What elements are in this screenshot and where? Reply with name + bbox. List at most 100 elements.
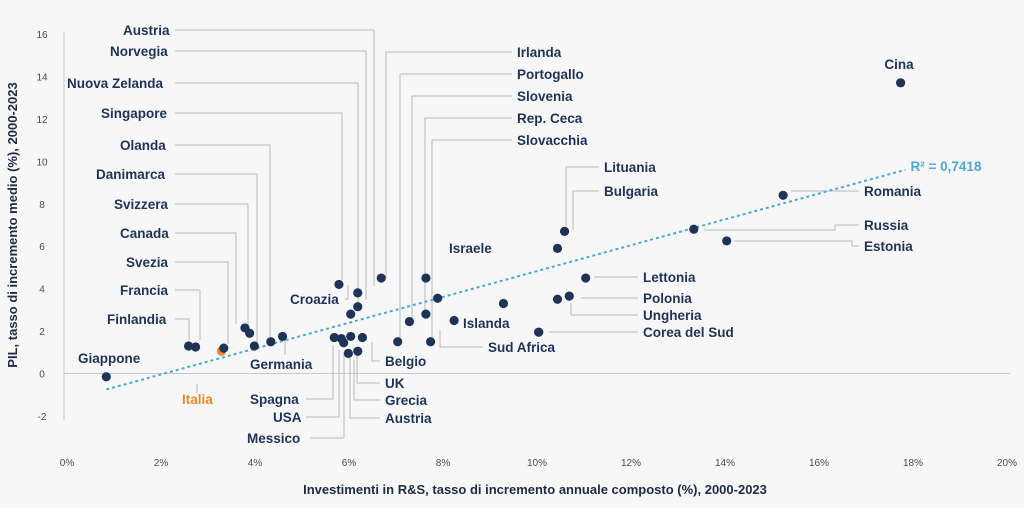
data-point [191, 342, 201, 352]
y-tick-label: 16 [36, 30, 48, 41]
data-point [346, 331, 356, 342]
trendline-layer: R² = 0,7418 [106, 159, 982, 391]
x-tick-label: 10% [527, 458, 547, 469]
leader-line [439, 330, 483, 348]
x-tick-label: 14% [715, 458, 735, 469]
point-label: Russia [864, 218, 909, 233]
data-point [421, 309, 431, 319]
data-point [334, 279, 344, 290]
leader-line [175, 82, 359, 305]
data-point [101, 372, 111, 382]
y-tick-label: 14 [36, 72, 48, 83]
leader-line [734, 240, 859, 247]
point-label: Sud Africa [488, 340, 556, 355]
leader-line [371, 342, 380, 362]
leader-line [175, 289, 201, 340]
point-label: Canada [120, 226, 169, 241]
data-point [722, 236, 732, 246]
y-tick-label: 10 [36, 157, 48, 168]
leader-line [424, 117, 512, 316]
data-point [357, 332, 368, 343]
data-point [393, 337, 403, 347]
y-tick-label: -2 [38, 412, 47, 423]
point-label: Singapore [101, 106, 168, 121]
point-label: USA [273, 410, 302, 425]
data-point [266, 337, 276, 347]
data-point [581, 273, 591, 283]
leader-line [411, 95, 512, 322]
point-label: Italia [182, 392, 213, 407]
leader-line [310, 352, 345, 439]
point-label: Estonia [864, 239, 913, 254]
leader-line [345, 285, 349, 300]
point-label: Spagna [250, 392, 299, 407]
data-point [339, 338, 349, 348]
point-label: Lettonia [643, 270, 696, 285]
point-label: Corea del Sud [643, 325, 734, 340]
data-point [449, 315, 459, 326]
leader-line [175, 261, 229, 344]
x-tick-label: 6% [342, 458, 357, 469]
point-label: Svizzera [114, 197, 169, 212]
x-tick-label: 4% [248, 458, 263, 469]
point-label: Messico [247, 431, 300, 446]
data-point [498, 298, 509, 309]
point-labels: Giappone Italia Finlandia Francia Svezia Cana… [67, 23, 922, 446]
point-label: Grecia [385, 393, 428, 408]
y-tick-label: 12 [36, 115, 48, 126]
point-label: Ungheria [643, 308, 702, 323]
point-label: Germania [250, 357, 313, 372]
data-point [343, 348, 353, 358]
x-tick-label: 18% [903, 458, 923, 469]
x-axis-title: Investimenti in R&S, tasso di incremento… [303, 482, 767, 497]
leader-line [385, 51, 512, 278]
point-label: Finlandia [107, 312, 167, 327]
data-point [534, 327, 544, 337]
data-point [689, 224, 699, 234]
x-tick-label: 8% [436, 458, 451, 469]
data-point [559, 226, 570, 236]
data-point [404, 316, 415, 327]
label-leader-lines [175, 29, 859, 439]
x-tick-label: 2% [154, 458, 169, 469]
point-label: Portogallo [517, 67, 584, 82]
point-label: Irlanda [517, 45, 562, 60]
data-point [183, 341, 194, 351]
point-label: Giappone [78, 351, 141, 366]
leader-line [565, 166, 599, 226]
data-point [353, 302, 363, 312]
point-label: Danimarca [96, 167, 166, 182]
leader-line [175, 173, 258, 342]
point-label: Lituania [604, 160, 656, 175]
leader-line [353, 360, 380, 401]
point-label: Svezia [126, 255, 169, 270]
leader-line [399, 73, 512, 343]
leader-line [306, 350, 340, 418]
data-point [245, 328, 255, 338]
data-point [896, 78, 906, 88]
point-label: Romania [864, 184, 922, 199]
leader-line [175, 318, 190, 340]
leader-line [431, 139, 512, 342]
leader-line [306, 345, 334, 400]
data-point [249, 341, 259, 351]
data-point [552, 294, 563, 304]
point-label: Bulgaria [604, 184, 659, 199]
leader-line [349, 358, 380, 419]
data-point [421, 273, 431, 283]
y-tick-label: 6 [39, 242, 45, 253]
leader-line [570, 303, 638, 316]
leader-line [175, 29, 375, 286]
point-label: UK [385, 376, 405, 391]
leader-line [704, 224, 859, 231]
y-tick-label: 4 [39, 285, 45, 296]
y-tick-label: 2 [39, 327, 45, 338]
data-point [376, 273, 386, 283]
point-label: Olanda [120, 138, 166, 153]
point-label: Slovenia [517, 89, 573, 104]
data-point [433, 293, 443, 303]
point-label: Cina [884, 57, 914, 72]
leader-line [572, 190, 599, 230]
leader-line [175, 232, 237, 324]
